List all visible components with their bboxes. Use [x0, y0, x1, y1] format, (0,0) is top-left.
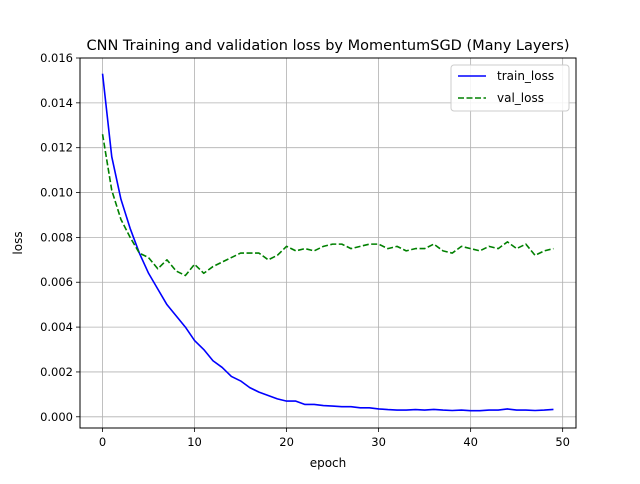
x-tick-label: 40: [463, 435, 478, 449]
legend-label-val-loss: val_loss: [497, 91, 544, 105]
y-tick-label: 0.002: [40, 365, 73, 379]
y-axis-label: loss: [11, 231, 25, 254]
y-tick-label: 0.016: [40, 51, 73, 65]
y-tick-label: 0.014: [40, 96, 73, 110]
axis-ticks: 0 10 20 30 40 50 0.000 0.002 0.004 0.006 0.008 0.01…: [40, 51, 570, 449]
y-tick-label: 0.000: [40, 410, 73, 424]
plot-area-frame: [79, 57, 577, 429]
x-tick-label: 30: [371, 435, 386, 449]
series-line-train-loss: [101, 73, 554, 412]
x-tick-label: 10: [187, 435, 202, 449]
legend-label-train-loss: train_loss: [497, 69, 554, 83]
chart-title: CNN Training and validation loss by Mome…: [86, 38, 569, 54]
legend: train_loss val_loss: [450, 64, 570, 112]
y-tick-label: 0.004: [40, 320, 73, 334]
x-tick-label: 50: [555, 435, 570, 449]
x-tick-label: 20: [279, 435, 294, 449]
x-tick-label: 0: [99, 435, 106, 449]
series-line-val-loss: [101, 134, 554, 277]
y-tick-label: 0.012: [40, 141, 73, 155]
x-axis-label: epoch: [310, 456, 347, 470]
data-series: [101, 73, 554, 412]
y-tick-label: 0.010: [40, 186, 73, 200]
y-tick-label: 0.006: [40, 275, 73, 289]
y-tick-label: 0.008: [40, 230, 73, 244]
